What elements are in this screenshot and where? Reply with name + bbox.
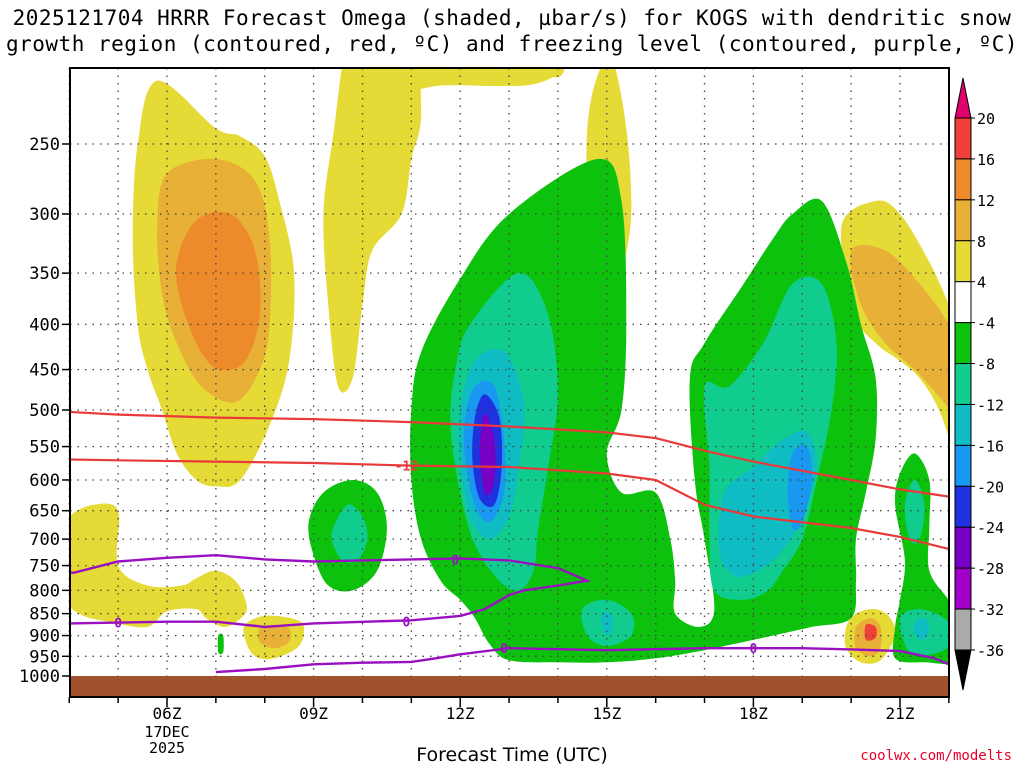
x-axis-title: Forecast Time (UTC) — [416, 744, 608, 766]
ylabel-1000: 1000 — [19, 667, 60, 687]
omega-pos-20z-16 — [864, 623, 877, 641]
freezing-label-1: 0 — [451, 553, 459, 568]
colorbar-label-2: 12 — [977, 192, 995, 210]
colorbar-swatch-5 — [954, 322, 972, 365]
omega-pos-09z-column — [323, 68, 422, 393]
xlabel-sub-0: 17DEC — [144, 723, 189, 741]
ylabel-400: 400 — [29, 315, 60, 335]
omega-neg-main-24 — [479, 413, 496, 496]
colorbar-label-12: -32 — [977, 601, 1004, 619]
omega-pos-low-08z-8 — [258, 624, 291, 649]
omega-neg-09z-blob-8 — [331, 504, 368, 563]
ylabel-250: 250 — [29, 135, 60, 155]
omega-neg-07z-drop — [217, 633, 224, 655]
dgz-top — [70, 410, 949, 498]
colorbar-label-6: -8 — [977, 356, 995, 374]
credit-link[interactable]: coolwx.com/modelts — [860, 748, 1012, 764]
title-line-2: growth region (contoured, red, ºC) and f… — [5, 32, 1019, 56]
omega-pos-right-8 — [850, 245, 949, 410]
colorbar-swatch-11 — [954, 567, 972, 610]
omega-shading — [70, 68, 949, 665]
freezing-label-3: 0 — [500, 642, 508, 657]
ylabel-850: 850 — [29, 605, 60, 625]
freezing-label-0: 0 — [114, 617, 122, 632]
ylabel-700: 700 — [29, 530, 60, 550]
ylabel-500: 500 — [29, 401, 60, 421]
ylabel-300: 300 — [29, 205, 60, 225]
xlabel-18Z: 18Z — [739, 704, 768, 723]
omega-neg-21z-8 — [904, 480, 925, 544]
omega-pos-left-12 — [175, 211, 261, 371]
colorbar-swatch-1 — [954, 158, 972, 201]
colorbar-label-10: -24 — [977, 519, 1004, 537]
ylabel-900: 900 — [29, 627, 60, 647]
colorbar-swatch-7 — [954, 403, 972, 446]
ylabel-350: 350 — [29, 264, 60, 284]
dgz-label: -12 — [395, 460, 418, 475]
ylabel-650: 650 — [29, 502, 60, 522]
colorbar-label-1: 16 — [977, 151, 995, 169]
omega-neg-right-16 — [787, 444, 813, 531]
xlabel-sub-1: 2025 — [149, 739, 185, 757]
colorbar-label-9: -20 — [977, 478, 1004, 496]
xlabel-06Z: 06Z — [153, 704, 182, 723]
ground-surface — [70, 676, 949, 697]
xlabel-15Z: 15Z — [592, 704, 621, 723]
frz-upper — [70, 553, 592, 629]
freezing-label-2: 0 — [403, 616, 411, 631]
colorbar-label-13: -36 — [977, 642, 1004, 660]
omega-neg-21z-low-12 — [913, 617, 930, 640]
y-axis: 2503003504004505005506006507007508008509… — [19, 135, 70, 687]
colorbar-label-7: -12 — [977, 396, 1004, 414]
colorbar-swatch-0 — [954, 117, 972, 160]
xlabel-21Z: 21Z — [886, 704, 915, 723]
colorbar-swatch-8 — [954, 444, 972, 487]
colorbar-swatch-2 — [954, 199, 972, 242]
dgz-bottom — [70, 458, 949, 551]
freezing-label-4: 0 — [749, 642, 757, 657]
ylabel-550: 550 — [29, 438, 60, 458]
ground-layer — [70, 676, 949, 697]
contour-lines: -12 0 0 0 0 0 — [70, 410, 949, 674]
colorbar-swatch-10 — [954, 526, 972, 569]
omega-pos-low-left — [70, 503, 248, 628]
colorbar-label-0: 20 — [977, 110, 995, 128]
ylabel-750: 750 — [29, 557, 60, 577]
colorbar-swatch-9 — [954, 485, 972, 528]
colorbar-swatch-3 — [954, 240, 972, 283]
colorbar-swatch-12 — [954, 608, 972, 651]
colorbar: 20 16 12 8 4 -4 -8 -12 -16 -20 -24 -28 -32 -36 — [954, 77, 1004, 691]
colorbar-bottom-arrow — [954, 649, 972, 691]
xlabel-09Z: 09Z — [299, 704, 328, 723]
ylabel-600: 600 — [29, 471, 60, 491]
ylabel-950: 950 — [29, 647, 60, 667]
omega-pos-top-right — [352, 68, 567, 106]
ylabel-800: 800 — [29, 581, 60, 601]
colorbar-label-3: 8 — [977, 233, 986, 251]
colorbar-label-11: -28 — [977, 560, 1004, 578]
colorbar-swatch-6 — [954, 363, 972, 405]
frz-lower — [215, 646, 949, 674]
xlabel-12Z: 12Z — [446, 704, 475, 723]
ylabel-450: 450 — [29, 361, 60, 381]
colorbar-swatch-4 — [954, 281, 972, 324]
colorbar-label-5: -4 — [977, 315, 995, 333]
colorbar-top-arrow — [954, 77, 972, 119]
colorbar-label-8: -16 — [977, 437, 1004, 455]
title-line-1: 2025121704 HRRR Forecast Omega (shaded, … — [12, 6, 1012, 30]
colorbar-label-4: 4 — [977, 274, 986, 292]
